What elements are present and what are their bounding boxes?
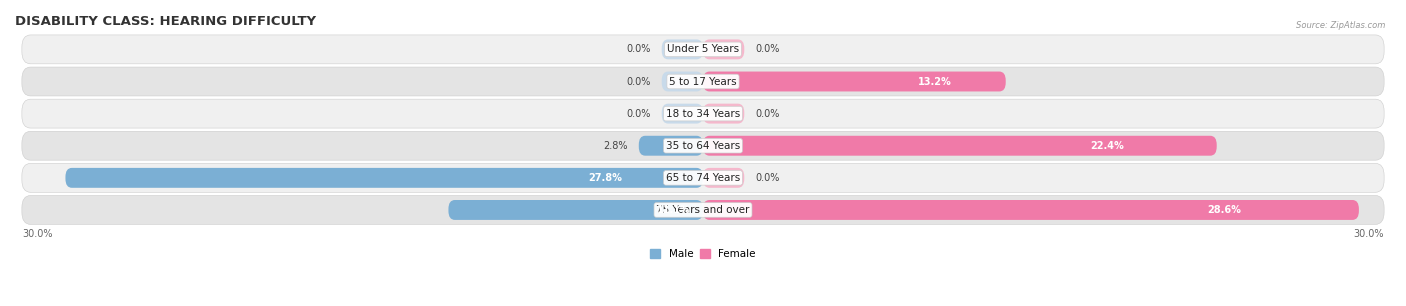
Text: 5 to 17 Years: 5 to 17 Years [669, 76, 737, 87]
FancyBboxPatch shape [449, 200, 703, 220]
FancyBboxPatch shape [22, 196, 1384, 224]
Text: DISABILITY CLASS: HEARING DIFFICULTY: DISABILITY CLASS: HEARING DIFFICULTY [15, 15, 316, 28]
FancyBboxPatch shape [703, 104, 744, 124]
FancyBboxPatch shape [22, 131, 1384, 160]
FancyBboxPatch shape [662, 104, 703, 124]
Text: 0.0%: 0.0% [626, 44, 650, 54]
FancyBboxPatch shape [22, 67, 1384, 96]
FancyBboxPatch shape [662, 39, 703, 59]
Text: 28.6%: 28.6% [1206, 205, 1241, 215]
Text: 22.4%: 22.4% [1091, 141, 1125, 151]
Text: 30.0%: 30.0% [22, 229, 52, 239]
FancyBboxPatch shape [22, 99, 1384, 128]
FancyBboxPatch shape [703, 200, 1358, 220]
Text: 0.0%: 0.0% [626, 76, 650, 87]
Text: Under 5 Years: Under 5 Years [666, 44, 740, 54]
FancyBboxPatch shape [22, 35, 1384, 64]
Text: 30.0%: 30.0% [1354, 229, 1384, 239]
FancyBboxPatch shape [66, 168, 703, 188]
FancyBboxPatch shape [703, 39, 744, 59]
Text: 0.0%: 0.0% [756, 109, 780, 119]
Text: 0.0%: 0.0% [756, 44, 780, 54]
Text: 13.2%: 13.2% [918, 76, 952, 87]
FancyBboxPatch shape [703, 168, 744, 188]
FancyBboxPatch shape [703, 72, 1005, 91]
Legend: Male, Female: Male, Female [645, 245, 761, 263]
Text: 0.0%: 0.0% [626, 109, 650, 119]
FancyBboxPatch shape [703, 136, 1216, 156]
Text: 75 Years and over: 75 Years and over [657, 205, 749, 215]
FancyBboxPatch shape [638, 136, 703, 156]
Text: 2.8%: 2.8% [603, 141, 627, 151]
Text: 18 to 34 Years: 18 to 34 Years [666, 109, 740, 119]
FancyBboxPatch shape [22, 163, 1384, 192]
Text: 65 to 74 Years: 65 to 74 Years [666, 173, 740, 183]
Text: Source: ZipAtlas.com: Source: ZipAtlas.com [1295, 21, 1385, 30]
Text: 27.8%: 27.8% [588, 173, 621, 183]
FancyBboxPatch shape [662, 72, 703, 91]
Text: 0.0%: 0.0% [756, 173, 780, 183]
Text: 11.1%: 11.1% [657, 205, 690, 215]
Text: 35 to 64 Years: 35 to 64 Years [666, 141, 740, 151]
